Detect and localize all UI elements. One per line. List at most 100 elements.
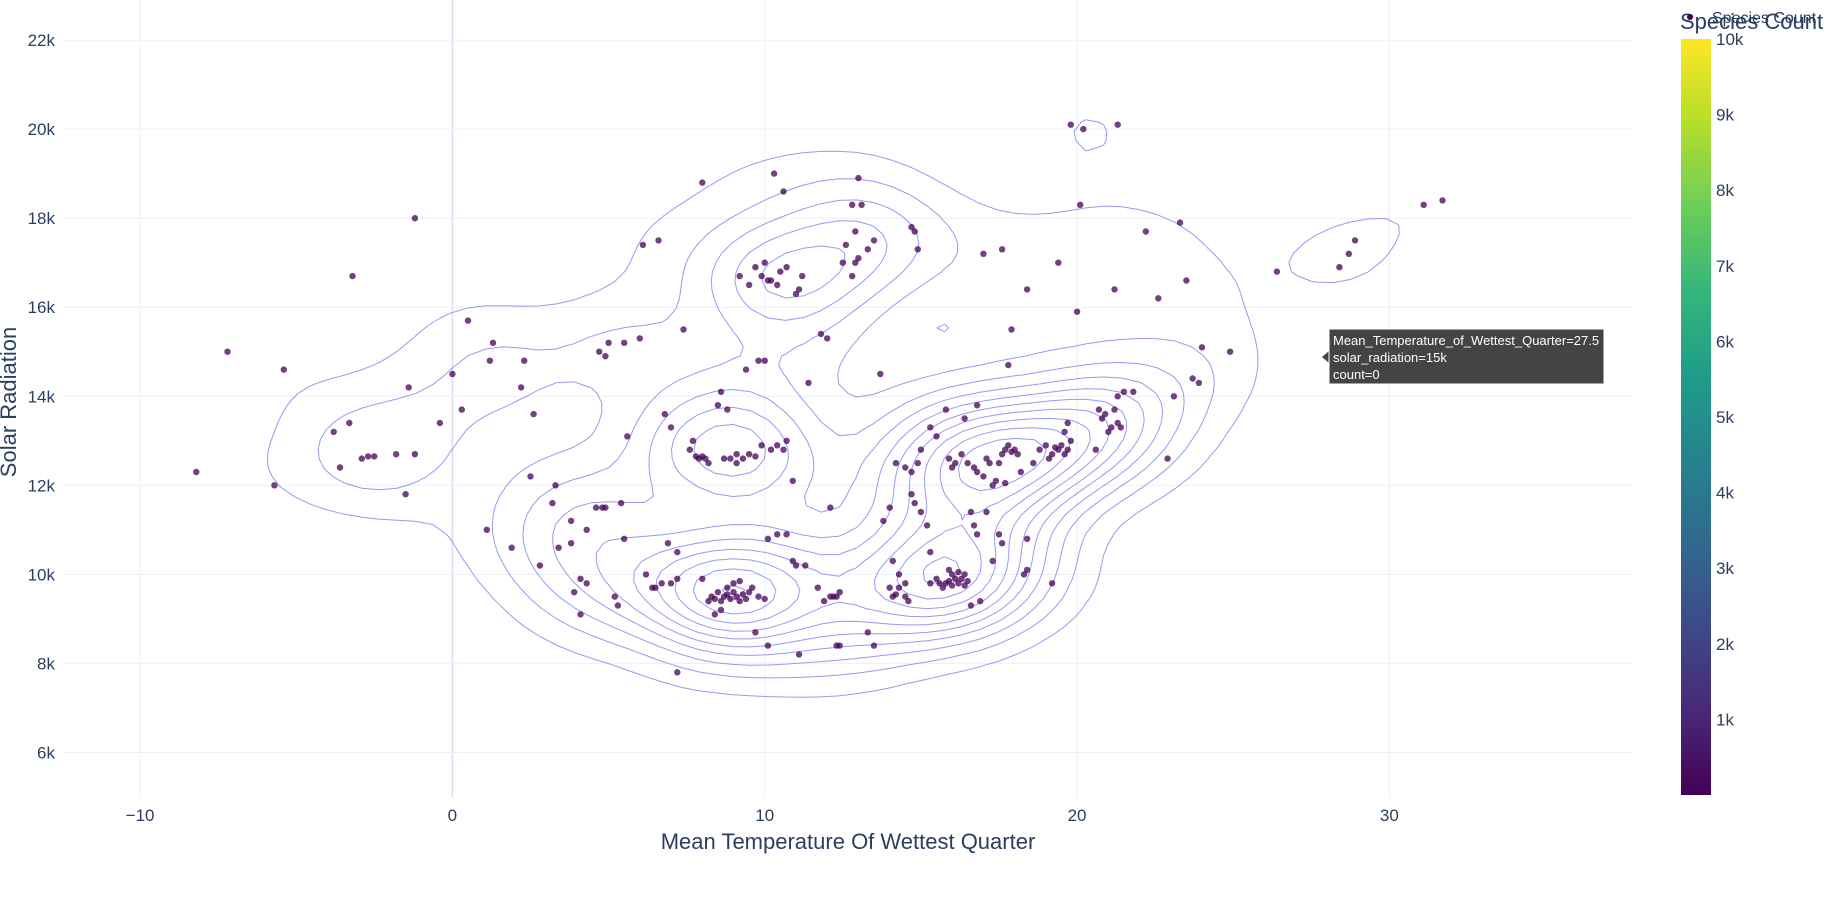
- scatter-point[interactable]: [1105, 428, 1112, 436]
- scatter-point[interactable]: [1439, 197, 1446, 204]
- scatter-point[interactable]: [745, 281, 753, 289]
- scatter-point[interactable]: [1111, 286, 1118, 293]
- scatter-point[interactable]: [699, 575, 706, 582]
- scatter-point[interactable]: [814, 584, 821, 591]
- scatter-point[interactable]: [905, 597, 912, 605]
- scatter-point[interactable]: [961, 415, 968, 422]
- scatter-point[interactable]: [902, 464, 909, 471]
- scatter-point[interactable]: [730, 580, 737, 587]
- scatter-point[interactable]: [371, 453, 378, 460]
- scatter-point[interactable]: [393, 451, 400, 458]
- scatter-point[interactable]: [583, 580, 590, 587]
- scatter-point[interactable]: [733, 593, 740, 600]
- scatter-point[interactable]: [849, 201, 856, 208]
- scatter-point[interactable]: [1077, 201, 1084, 208]
- scatter-point[interactable]: [680, 326, 687, 333]
- scatter-point[interactable]: [799, 272, 806, 280]
- scatter-point[interactable]: [795, 286, 803, 293]
- scatter-point[interactable]: [952, 459, 959, 467]
- scatter-point[interactable]: [699, 179, 706, 186]
- scatter-point[interactable]: [527, 473, 534, 480]
- scatter-point[interactable]: [948, 571, 956, 578]
- scatter-point[interactable]: [745, 451, 753, 458]
- scatter-point[interactable]: [596, 348, 603, 355]
- scatter-point[interactable]: [411, 451, 419, 458]
- scatter-point[interactable]: [405, 384, 412, 391]
- scatter-point[interactable]: [617, 499, 625, 507]
- scatter-point[interactable]: [745, 589, 753, 596]
- scatter-point[interactable]: [752, 264, 759, 271]
- scatter-point[interactable]: [661, 410, 668, 418]
- scatter-point[interactable]: [436, 419, 444, 427]
- scatter-point[interactable]: [464, 317, 472, 324]
- scatter-point[interactable]: [724, 584, 731, 591]
- scatter-point[interactable]: [1226, 348, 1234, 355]
- scatter-point[interactable]: [849, 272, 856, 280]
- scatter-point[interactable]: [895, 584, 903, 591]
- scatter-point[interactable]: [986, 459, 993, 467]
- scatter-point[interactable]: [761, 357, 768, 364]
- scatter-point[interactable]: [892, 591, 900, 598]
- scatter-point[interactable]: [364, 453, 372, 460]
- scatter-point[interactable]: [936, 580, 943, 587]
- scatter-point[interactable]: [717, 388, 725, 395]
- scatter-point[interactable]: [892, 459, 900, 467]
- scatter-point[interactable]: [1111, 406, 1118, 413]
- scatter-point[interactable]: [667, 580, 675, 587]
- scatter-point[interactable]: [1080, 125, 1087, 133]
- legend-entry-label[interactable]: Species Count: [1712, 10, 1817, 27]
- scatter-point[interactable]: [774, 531, 781, 538]
- scatter-point[interactable]: [970, 464, 978, 471]
- scatter-point[interactable]: [889, 557, 896, 565]
- scatter-point[interactable]: [1142, 228, 1150, 235]
- scatter-point[interactable]: [1002, 479, 1009, 487]
- scatter-point[interactable]: [1170, 393, 1178, 400]
- scatter-point[interactable]: [1108, 424, 1115, 431]
- scatter-point[interactable]: [839, 259, 846, 266]
- scatter-point[interactable]: [1273, 268, 1281, 275]
- scatter-point[interactable]: [855, 255, 862, 262]
- scatter-point[interactable]: [1102, 410, 1109, 418]
- scatter-point[interactable]: [271, 482, 278, 489]
- scatter-point[interactable]: [995, 459, 1003, 467]
- scatter-point[interactable]: [908, 468, 915, 476]
- scatter-point[interactable]: [914, 246, 921, 253]
- scatter-point[interactable]: [852, 259, 859, 266]
- scatter-point[interactable]: [895, 571, 903, 578]
- scatter-point[interactable]: [802, 562, 809, 569]
- scatter-point[interactable]: [1095, 406, 1103, 413]
- scatter-point[interactable]: [927, 424, 934, 431]
- scatter-point[interactable]: [970, 522, 978, 529]
- scatter-point[interactable]: [1117, 424, 1125, 431]
- scatter-point[interactable]: [764, 535, 772, 542]
- scatter-point[interactable]: [193, 468, 200, 476]
- scatter-point[interactable]: [995, 531, 1003, 538]
- scatter-point[interactable]: [777, 268, 784, 275]
- scatter-point[interactable]: [1195, 379, 1203, 387]
- scatter-point[interactable]: [864, 246, 871, 253]
- scatter-point[interactable]: [792, 290, 800, 298]
- scatter-point[interactable]: [1092, 446, 1100, 453]
- scatter-point[interactable]: [705, 597, 712, 605]
- scatter-point[interactable]: [720, 455, 728, 462]
- scatter-point[interactable]: [642, 571, 650, 578]
- scatter-point[interactable]: [1023, 535, 1031, 542]
- scatter-point[interactable]: [674, 548, 681, 556]
- scatter-point[interactable]: [945, 566, 953, 574]
- scatter-point[interactable]: [964, 577, 971, 585]
- scatter-point[interactable]: [958, 451, 965, 458]
- scatter-point[interactable]: [714, 589, 722, 596]
- scatter-point[interactable]: [755, 593, 762, 600]
- scatter-point[interactable]: [792, 562, 800, 569]
- scatter-point[interactable]: [402, 491, 409, 498]
- scatter-point[interactable]: [508, 544, 515, 551]
- scatter-point[interactable]: [917, 446, 925, 453]
- scatter-point[interactable]: [727, 455, 734, 462]
- scatter-point[interactable]: [349, 272, 356, 280]
- scatter-point[interactable]: [1067, 121, 1075, 128]
- scatter-point[interactable]: [614, 602, 622, 609]
- scatter-point[interactable]: [1014, 451, 1021, 458]
- scatter-point[interactable]: [1067, 437, 1075, 444]
- scatter-point[interactable]: [852, 228, 859, 235]
- scatter-point[interactable]: [877, 370, 884, 378]
